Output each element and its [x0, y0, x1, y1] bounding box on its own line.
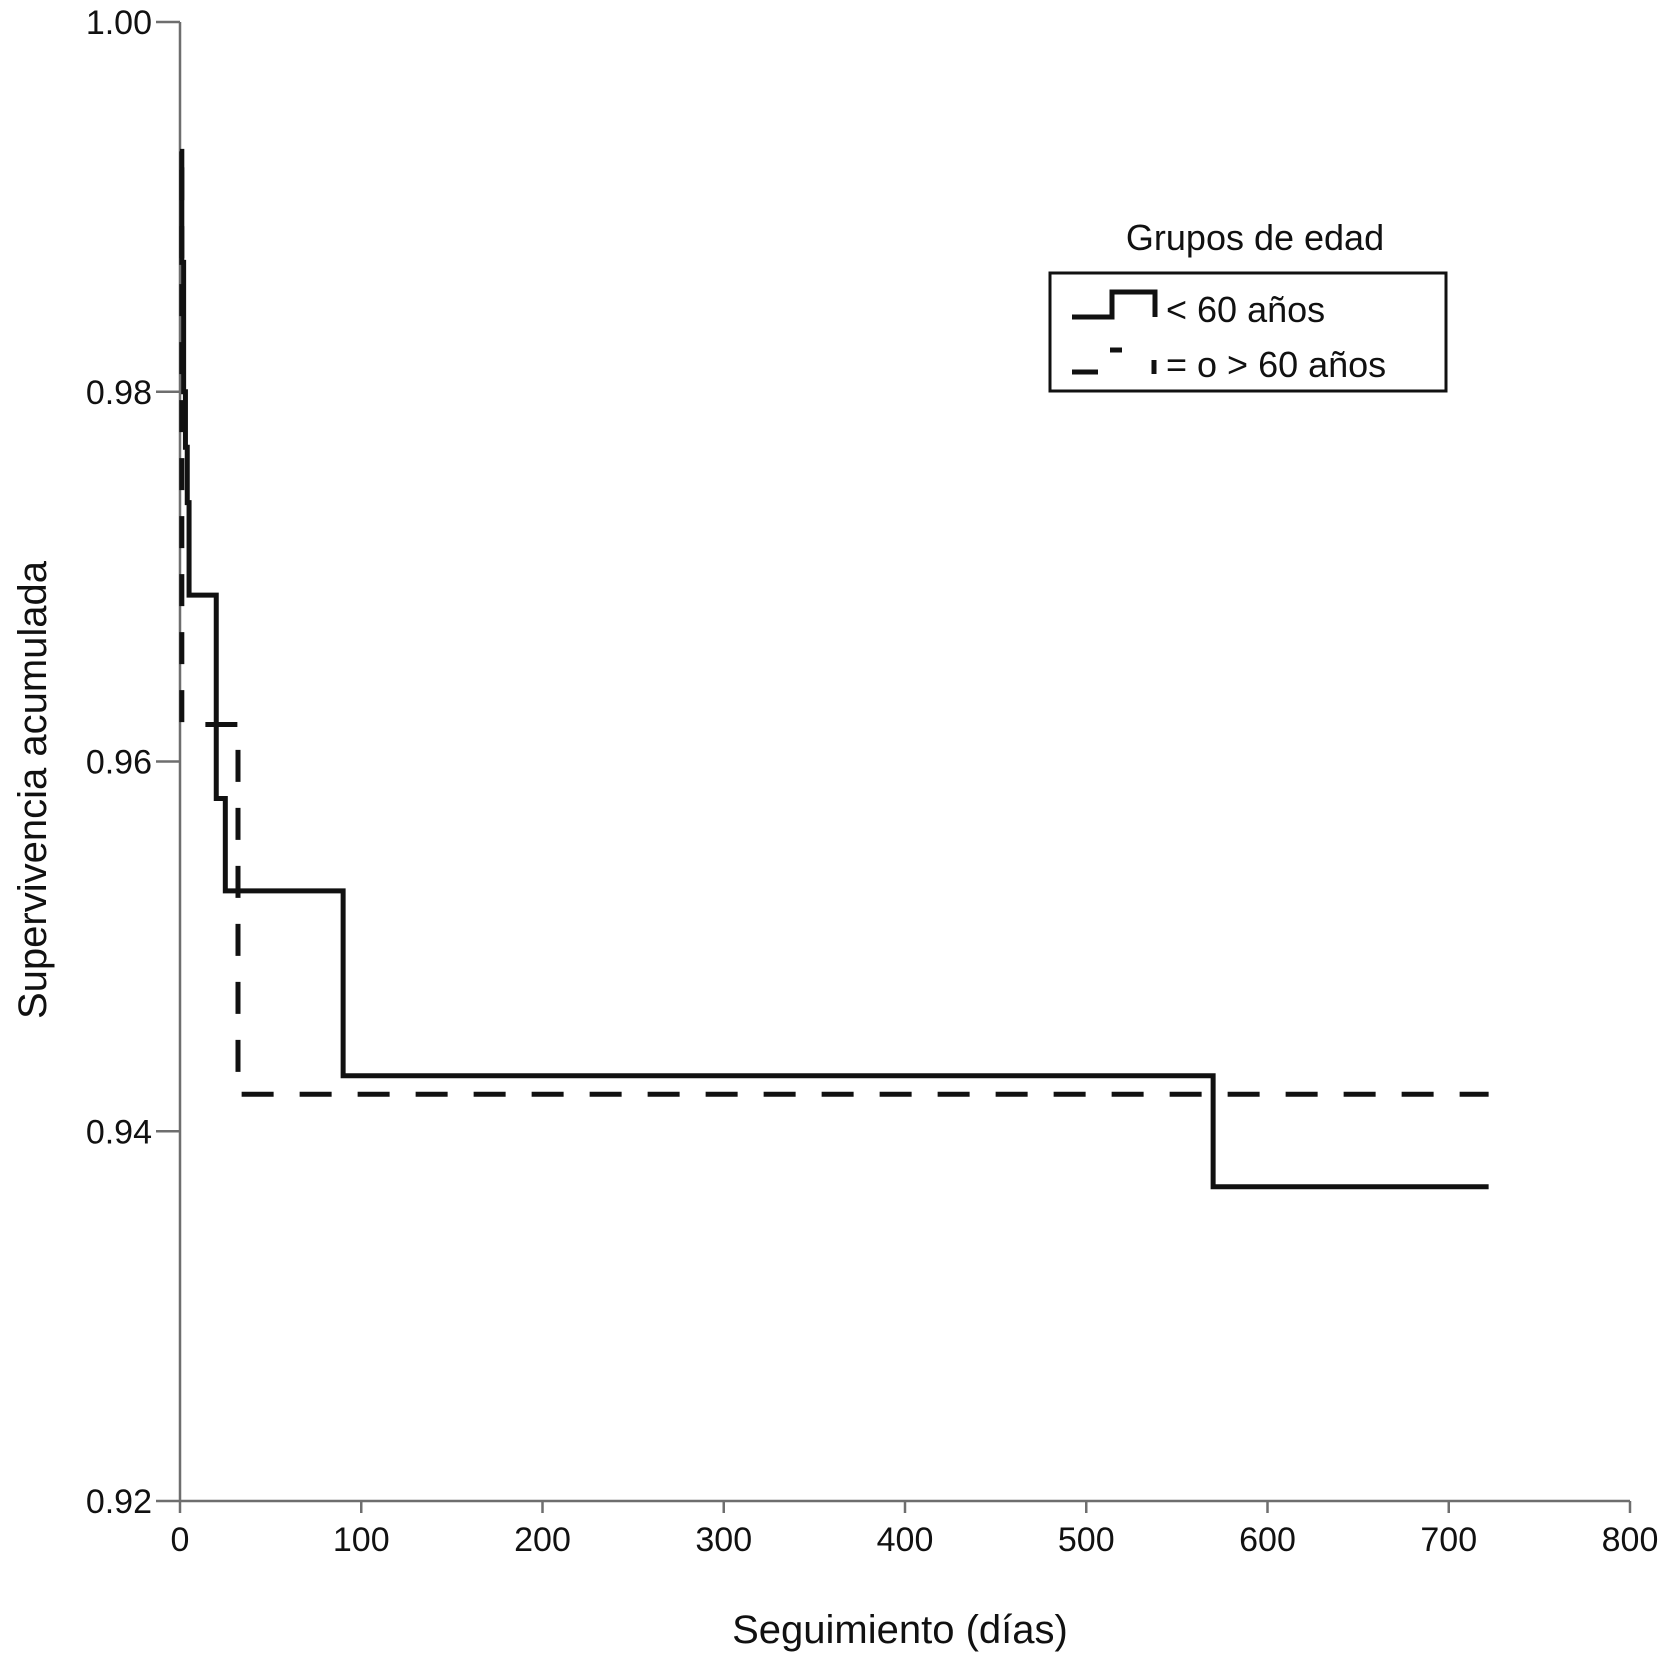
legend-swatch-under-60 [1072, 289, 1158, 320]
legend-swatch-60-or-over [1072, 347, 1157, 375]
x-tick-label: 400 [877, 1521, 934, 1559]
legend-label-under-60: < 60 años [1166, 289, 1325, 330]
x-tick-label: 700 [1420, 1521, 1477, 1559]
axes [178, 22, 1630, 1503]
x-axis-ticks: 0 100 200 300 400 500 600 700 800 [171, 1501, 1659, 1559]
legend: Grupos de edad < 60 años = o > 60 años [1048, 217, 1448, 393]
y-axis-ticks: 0.92 0.94 0.96 0.98 1.00 [86, 4, 180, 1521]
y-tick-label: 1.00 [86, 4, 152, 42]
x-tick-label: 800 [1602, 1521, 1659, 1559]
legend-label-60-or-over: = o > 60 años [1166, 344, 1386, 385]
x-axis-title: Seguimiento (días) [732, 1608, 1068, 1652]
y-axis-title: Supervivencia acumulada [11, 560, 55, 1019]
x-tick-label: 100 [333, 1521, 390, 1559]
x-tick-label: 600 [1239, 1521, 1296, 1559]
series-lines [179, 148, 1489, 1190]
series-60-or-over-line [179, 167, 1489, 1097]
x-tick-label: 300 [695, 1521, 752, 1559]
x-tick-label: 500 [1058, 1521, 1115, 1559]
y-tick-label: 0.94 [86, 1113, 152, 1151]
x-tick-label: 0 [171, 1521, 190, 1559]
y-tick-label: 0.98 [86, 374, 152, 412]
y-tick-label: 0.92 [86, 1483, 152, 1521]
y-tick-label: 0.96 [86, 744, 152, 782]
x-tick-label: 200 [514, 1521, 571, 1559]
legend-title: Grupos de edad [1126, 217, 1384, 258]
series-under-60-line [179, 148, 1489, 1190]
